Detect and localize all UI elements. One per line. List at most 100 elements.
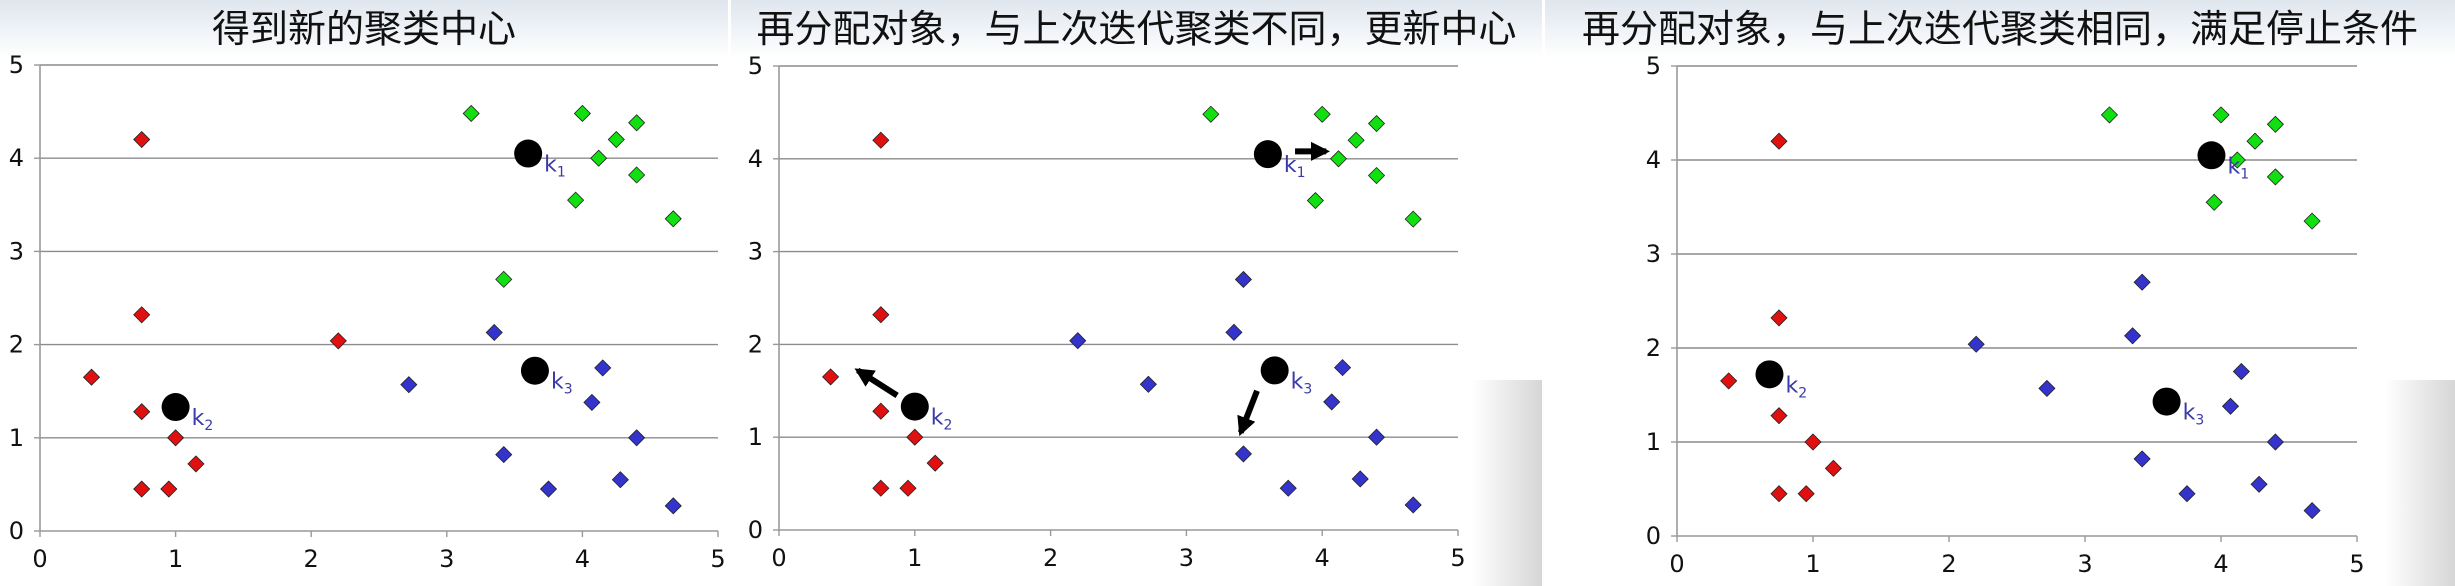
y-tick-label: 5 [9, 51, 24, 79]
data-point [1404, 210, 1422, 228]
data-point [1797, 485, 1815, 503]
y-tick-label: 1 [9, 424, 24, 452]
data-point [133, 480, 151, 498]
data-point [133, 130, 151, 149]
data-point [1804, 433, 1822, 451]
y-tick-label: 1 [1646, 428, 1661, 456]
data-point [906, 428, 924, 446]
centroid-marker [900, 392, 929, 421]
data-point [485, 323, 503, 342]
centroid-label: k1 [1284, 153, 1306, 181]
y-tick-label: 3 [9, 237, 24, 265]
data-point [2232, 362, 2250, 381]
scatter-plot-3: 0 1 2 3 4 5 0 1 2 3 4 5 k1 k2 k3 [1646, 52, 2365, 578]
y-tick-label: 4 [9, 144, 24, 172]
chart-panel-2: 再分配对象，与上次迭代聚类不同，更新中心 0 1 2 3 4 5 0 1 2 3 4 5 k1 k2 k3 [731, 0, 1542, 586]
data-point [573, 104, 591, 123]
data-point [594, 359, 612, 377]
data-point [1139, 375, 1157, 393]
data-point [133, 306, 151, 324]
data-point [1967, 335, 1985, 353]
data-point [567, 191, 585, 209]
y-tick-label: 0 [748, 516, 763, 544]
data-point [1770, 485, 1788, 503]
data-point [899, 479, 917, 497]
scatter-plot-1: 0 1 2 3 4 5 0 1 2 3 4 5 k1 k2 k3 [9, 51, 726, 573]
data-point [2266, 168, 2284, 186]
data-point [1367, 166, 1386, 185]
data-point [187, 455, 205, 473]
data-point [167, 429, 185, 447]
data-point [1323, 393, 1341, 411]
data-point [583, 393, 601, 411]
data-point [2133, 273, 2151, 291]
data-point [2303, 212, 2321, 230]
data-point [495, 270, 513, 288]
y-tick-label: 2 [1646, 334, 1661, 362]
data-point [1770, 309, 1788, 327]
data-point [664, 497, 682, 515]
y-tick-label: 1 [748, 423, 763, 451]
data-point [2303, 502, 2321, 520]
centroid-marker [1260, 356, 1289, 385]
data-point [2266, 115, 2284, 133]
data-point [2250, 475, 2268, 493]
centroid-marker [1755, 360, 1784, 389]
background-decoration [1472, 380, 1542, 586]
data-point [2124, 327, 2142, 345]
data-point [2221, 397, 2240, 415]
data-point [1225, 323, 1243, 341]
data-point [400, 376, 418, 394]
data-point [1720, 372, 1738, 390]
x-tick-label: 1 [1805, 550, 1820, 578]
x-tick-label: 5 [2349, 550, 2364, 578]
data-point [1234, 445, 1253, 463]
y-tick-label: 3 [1646, 240, 1661, 268]
x-tick-label: 0 [771, 544, 786, 572]
x-tick-label: 2 [1941, 550, 1956, 578]
data-point [872, 306, 890, 324]
movement-arrow [854, 367, 899, 398]
movement-arrow [1237, 389, 1260, 437]
chart-panel-3: 再分配对象，与上次迭代聚类相同，满足停止条件 0 1 2 3 4 5 0 1 2 3 4 5 k1 k2 k… [1545, 0, 2455, 586]
y-tick-label: 5 [1646, 52, 1661, 80]
y-tick-label: 4 [748, 145, 763, 173]
data-point [1313, 105, 1331, 123]
centroid-label: k2 [931, 406, 953, 434]
y-tick-label: 3 [748, 238, 763, 266]
data-point [462, 104, 480, 123]
data-point [1334, 359, 1352, 377]
data-point [1234, 270, 1253, 289]
y-tick-label: 5 [748, 52, 763, 80]
centroid-marker [514, 139, 543, 168]
x-tick-label: 3 [1179, 544, 1194, 572]
background-decoration [2385, 380, 2455, 586]
data-point [82, 368, 101, 386]
centroid-label: k3 [551, 370, 573, 398]
data-point [539, 480, 558, 498]
data-point [2212, 106, 2230, 124]
centroid-marker [161, 393, 190, 422]
data-point [607, 130, 625, 149]
centroid-label: k2 [192, 406, 214, 434]
data-point [2178, 485, 2196, 503]
centroid-label: k3 [1291, 369, 1313, 397]
centroid-label: k1 [2227, 154, 2249, 182]
data-point [2100, 106, 2119, 124]
data-point [329, 332, 347, 350]
data-point [611, 471, 629, 489]
data-point [1069, 332, 1087, 350]
x-tick-label: 4 [575, 545, 590, 573]
centroid-label: k2 [1785, 373, 1807, 401]
data-point [1367, 428, 1386, 446]
x-tick-label: 1 [907, 544, 922, 572]
data-point [822, 368, 840, 386]
x-tick-label: 1 [168, 545, 183, 573]
y-tick-label: 2 [9, 331, 24, 359]
data-point [872, 402, 890, 420]
data-point [1824, 459, 1842, 477]
x-tick-label: 2 [1043, 544, 1058, 572]
x-tick-label: 5 [1450, 544, 1465, 572]
data-point [2228, 151, 2246, 169]
chart-title: 再分配对象，与上次迭代聚类相同，满足停止条件 [1545, 0, 2455, 58]
